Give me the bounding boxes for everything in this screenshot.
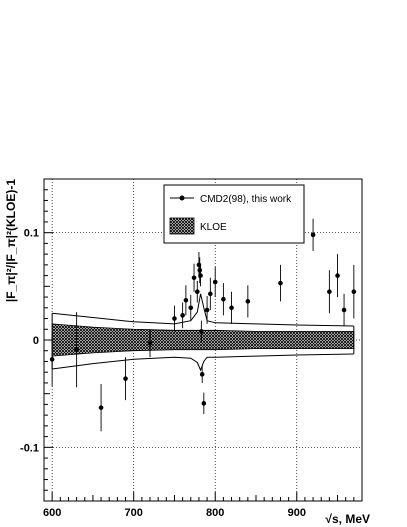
data-point <box>204 295 210 324</box>
x-tick-label: 700 <box>125 507 143 519</box>
data-marker <box>351 289 357 295</box>
data-marker <box>172 316 177 321</box>
data-marker <box>327 289 332 295</box>
data-point <box>172 305 177 332</box>
x-axis-title: √s, MeV <box>325 512 370 526</box>
legend: CMD2(98), this work KLOE <box>163 184 305 244</box>
legend-cmd2-marker <box>179 195 185 201</box>
data-marker <box>197 267 203 273</box>
data-marker <box>208 291 213 297</box>
data-point <box>198 264 203 287</box>
legend-kloe-swatch <box>169 217 195 235</box>
data-point <box>221 283 226 316</box>
y-tick-label: 0.1 <box>24 228 39 240</box>
data-point <box>191 263 197 292</box>
kloe-band <box>51 293 355 372</box>
data-point <box>199 365 205 383</box>
data-marker <box>180 313 185 318</box>
data-point <box>245 285 251 318</box>
data-marker <box>198 273 203 278</box>
data-point <box>199 320 204 343</box>
data-point <box>201 392 207 415</box>
data-point <box>208 277 213 310</box>
data-point <box>188 294 194 321</box>
cmd2-points <box>49 218 357 432</box>
data-marker <box>229 305 234 311</box>
data-marker <box>201 401 207 406</box>
data-marker <box>278 280 283 286</box>
data-point <box>212 267 218 298</box>
data-marker <box>74 347 79 352</box>
data-marker <box>147 340 153 346</box>
data-marker <box>49 357 55 362</box>
data-marker <box>245 299 251 304</box>
y-tick-label: 0 <box>33 335 39 347</box>
y-axis-title: |F_π|²/|F_π|²(KLOE)-1 <box>4 179 18 302</box>
data-point <box>147 329 153 358</box>
data-point <box>351 264 357 319</box>
data-point <box>98 384 104 432</box>
data-marker <box>310 232 316 238</box>
data-point <box>327 270 332 314</box>
data-point <box>49 332 55 387</box>
data-point <box>194 280 200 303</box>
y-tick-label: -0.1 <box>20 442 39 454</box>
data-marker <box>212 279 218 285</box>
data-point <box>341 293 347 327</box>
data-point <box>180 302 185 329</box>
legend-cmd2-label: CMD2(98), this work <box>200 194 292 205</box>
kloe-lower-bound <box>52 353 354 372</box>
data-point <box>310 218 316 251</box>
data-marker <box>341 307 347 313</box>
axis-ticks: 600 700 800 900 -0.1 0 0.1 <box>20 178 355 519</box>
kloe-upper-bound <box>52 293 354 327</box>
data-marker <box>199 329 204 334</box>
data-marker <box>221 296 226 302</box>
x-tick-label: 600 <box>43 507 61 519</box>
data-marker <box>204 307 210 313</box>
data-point <box>229 291 234 324</box>
x-tick-label: 800 <box>206 507 224 519</box>
data-marker <box>98 405 104 410</box>
kloe-inner-band <box>51 323 355 357</box>
data-marker <box>199 372 205 377</box>
data-marker <box>191 275 197 281</box>
data-point <box>335 254 340 298</box>
data-marker <box>123 376 128 381</box>
data-point <box>123 357 128 401</box>
data-point <box>74 312 79 388</box>
data-marker <box>183 297 189 303</box>
data-point <box>183 285 189 316</box>
data-marker <box>188 305 194 311</box>
legend-kloe-label: KLOE <box>200 222 227 233</box>
data-point <box>278 264 283 302</box>
data-point <box>197 257 203 284</box>
x-tick-label: 900 <box>288 507 306 519</box>
data-marker <box>194 289 200 295</box>
data-marker <box>335 273 340 278</box>
